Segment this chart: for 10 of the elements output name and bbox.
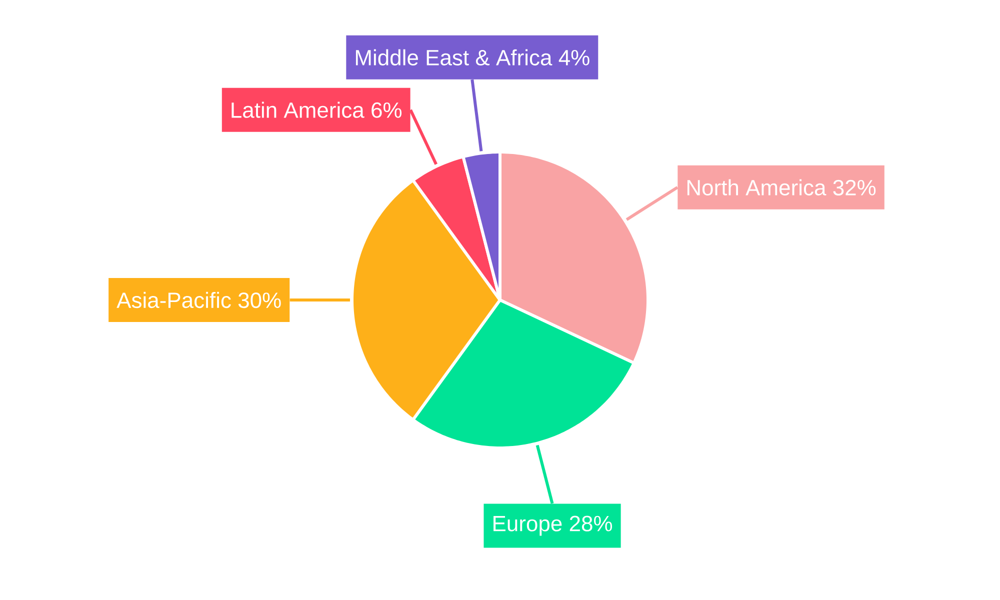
data-label: 30% [238, 292, 281, 308]
slice-label: Middle East & Africa [356, 49, 552, 66]
slice-label: North America [687, 179, 826, 196]
data-label: 28% [570, 516, 612, 532]
data-label: 32% [833, 180, 876, 196]
slice-label: Asia-Pacific [116, 292, 231, 308]
data-label: 6% [372, 102, 402, 118]
slice-label: Europe [494, 516, 562, 536]
slice-label: Latin America [232, 102, 364, 118]
data-label: 4% [558, 50, 590, 66]
